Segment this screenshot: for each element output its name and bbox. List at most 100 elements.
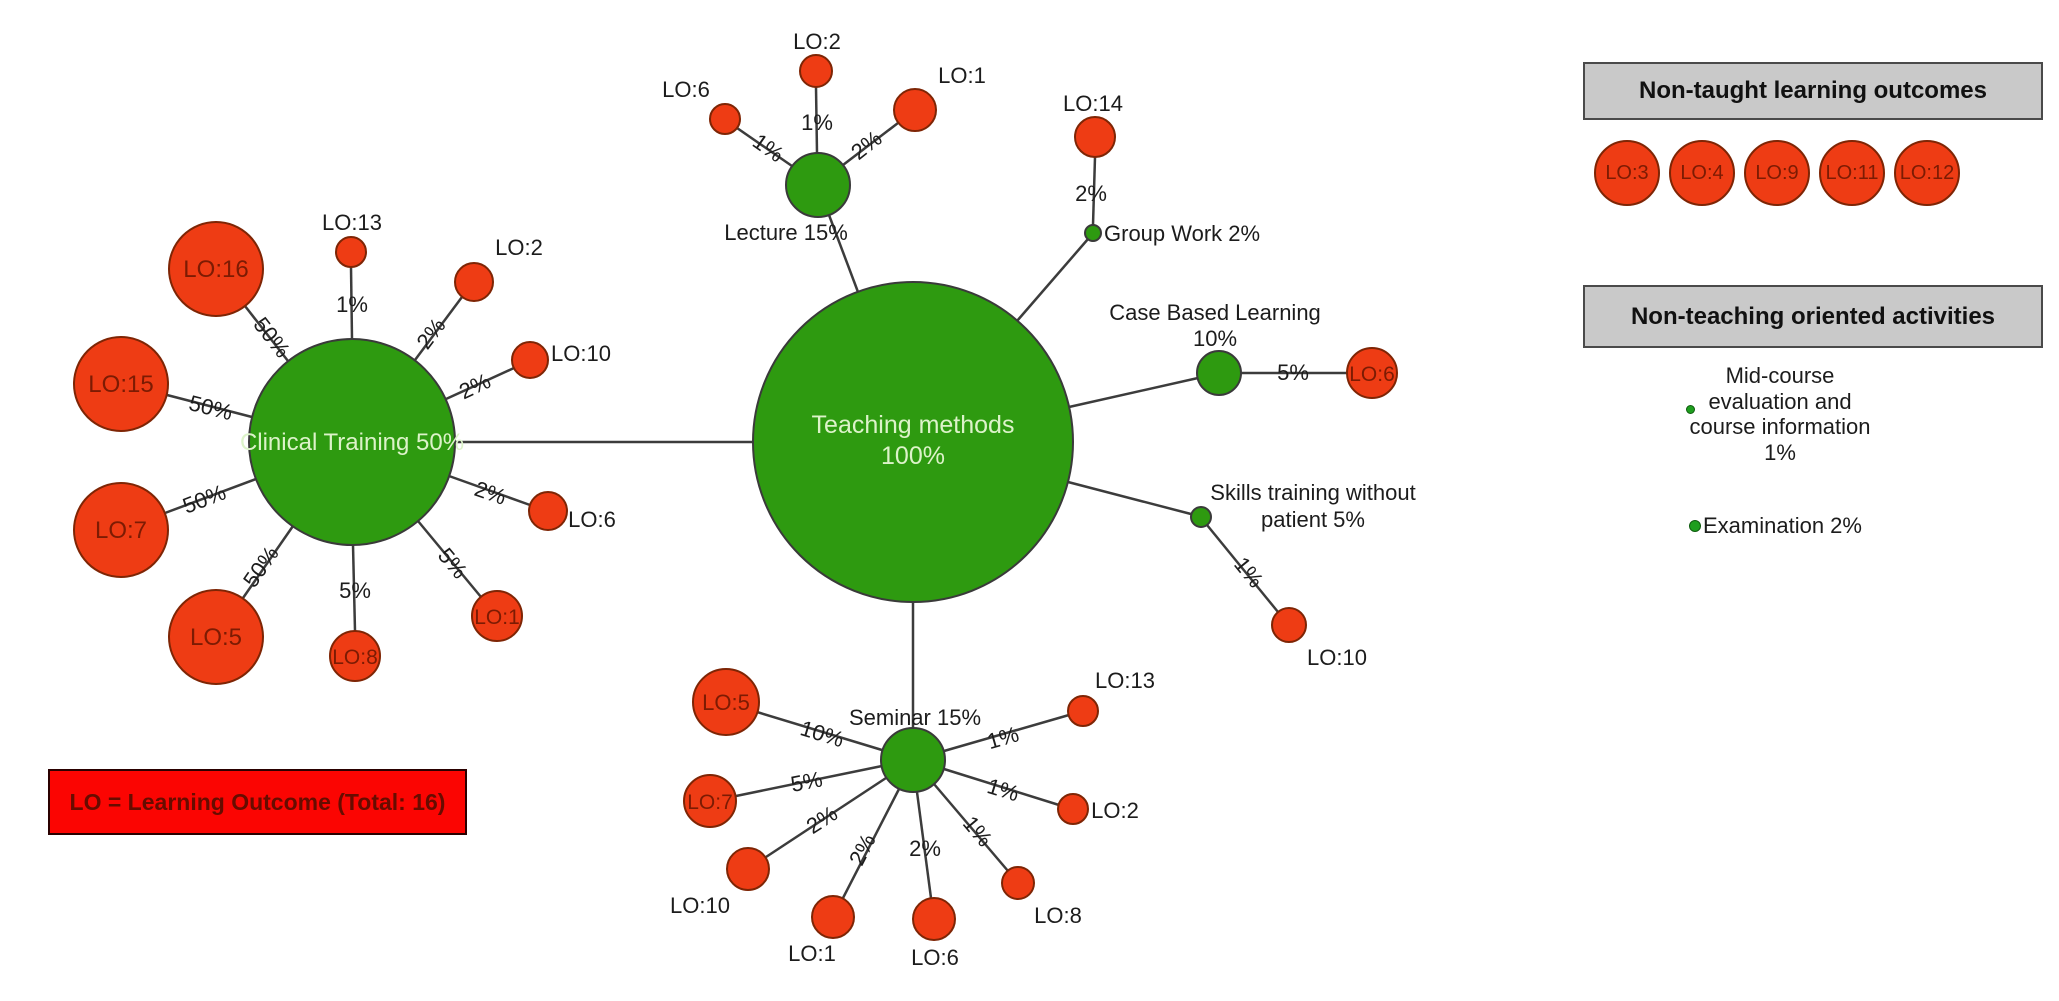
label-lo8-clinical: LO:8 <box>332 646 378 669</box>
edge <box>827 214 860 293</box>
label-group-work: Group Work 2% <box>1104 221 1260 246</box>
edge-label: 2% <box>1075 181 1107 206</box>
edge <box>1016 238 1089 322</box>
label-skills-training: patient 5% <box>1261 507 1365 532</box>
label-lo8-seminar: LO:8 <box>1034 903 1082 928</box>
edge <box>166 393 253 419</box>
edge <box>351 544 357 632</box>
node-lo6-seminar <box>912 897 956 941</box>
label-lo1-lecture: LO:1 <box>938 63 986 88</box>
edge <box>842 122 899 166</box>
edge <box>164 477 257 515</box>
node-lo10-clinical <box>511 341 549 379</box>
node-lo2-seminar <box>1057 793 1089 825</box>
edge <box>814 86 819 154</box>
label-skills-training: Skills training without <box>1210 480 1415 505</box>
edge-label: 1% <box>801 110 833 135</box>
label-lo13-seminar: LO:13 <box>1095 668 1155 693</box>
examination-dot-icon <box>1689 520 1701 532</box>
edge <box>413 296 464 361</box>
label-lo5-seminar: LO:5 <box>702 690 750 715</box>
label-lo14-groupwork: LO:14 <box>1063 91 1123 116</box>
node-lo5-seminar <box>692 668 760 736</box>
node-lo2-lecture <box>799 54 833 88</box>
edge-label: 1% <box>984 721 1021 754</box>
label-case-based-learning: 10% <box>1193 326 1237 351</box>
edge <box>1067 480 1192 516</box>
node-lo16-clinical <box>168 221 264 317</box>
edge-label: 2% <box>471 476 509 510</box>
label-lo15-clinical: LO:15 <box>88 371 153 398</box>
edge-label: 5% <box>433 543 473 583</box>
label-lo1-seminar: LO:1 <box>788 941 836 966</box>
non-taught-lo-row: LO:3 LO:4 LO:9 LO:11 LO:12 <box>1594 140 1960 206</box>
edge <box>448 474 531 507</box>
node-lo7-seminar <box>683 774 737 828</box>
label-lo6-cbl: LO:6 <box>1349 363 1395 386</box>
node-teaching-methods <box>752 281 1074 603</box>
non-taught-lo-circle: LO:11 <box>1819 140 1885 206</box>
node-lo7-clinical <box>73 482 169 578</box>
node-lecture <box>785 152 851 218</box>
label-lecture: Lecture 15% <box>724 220 848 245</box>
edge-label: 5% <box>1277 360 1309 385</box>
node-lo8-seminar <box>1001 866 1035 900</box>
edge <box>417 520 482 598</box>
label-lo10-skills: LO:10 <box>1307 645 1367 670</box>
node-lo15-clinical <box>73 336 169 432</box>
edge-label: 1% <box>336 292 368 317</box>
label-teaching-methods: Teaching methods <box>812 411 1015 439</box>
edge-label: 50% <box>179 479 229 518</box>
label-lo6-clinical: LO:6 <box>568 507 616 532</box>
node-skills-training <box>1190 506 1212 528</box>
node-lo10-skills <box>1271 607 1307 643</box>
edge-label: 1% <box>984 773 1022 806</box>
label-lo10-clinical: LO:10 <box>551 341 611 366</box>
edge <box>1206 524 1279 613</box>
label-seminar: Seminar 15% <box>849 705 981 730</box>
label-clinical-training: Clinical Training 50% <box>240 429 464 456</box>
node-lo6-clinical <box>528 491 568 531</box>
node-lo2-clinical <box>454 262 494 302</box>
node-group-work <box>1084 224 1102 242</box>
edge-label: 1% <box>958 811 998 851</box>
non-taught-lo-circle: LO:4 <box>1669 140 1735 206</box>
edge <box>241 525 295 599</box>
node-seminar <box>880 727 946 793</box>
node-lo1-lecture <box>893 88 937 132</box>
node-lo1-seminar <box>811 895 855 939</box>
non-taught-header: Non-taught learning outcomes <box>1583 62 2043 120</box>
label-lo7-seminar: LO:7 <box>687 791 733 814</box>
edge <box>349 266 354 340</box>
label-lo13-clinical: LO:13 <box>322 210 382 235</box>
label-case-based-learning: Case Based Learning <box>1109 300 1321 325</box>
midcourse-label: Mid-course evaluation and course informa… <box>1689 363 1871 465</box>
label-lo1-clinical: LO:1 <box>474 606 520 629</box>
node-lo1-clinical <box>471 590 523 642</box>
label-lo2-lecture: LO:2 <box>793 29 841 54</box>
edge <box>735 764 883 798</box>
node-lo6-cbl <box>1346 347 1398 399</box>
edge-label: 5% <box>789 766 825 797</box>
label-lo6-lecture: LO:6 <box>662 77 710 102</box>
node-case-based-learning <box>1196 350 1242 396</box>
edge-label: 10% <box>797 715 846 752</box>
non-teaching-header: Non-teaching oriented activities <box>1583 285 2043 348</box>
label-teaching-methods: 100% <box>881 442 945 470</box>
edge <box>841 788 901 899</box>
midcourse-dot-icon <box>1686 405 1695 414</box>
edge-label: 2% <box>455 368 494 404</box>
edge-label: 50% <box>186 390 235 425</box>
edge-label: 5% <box>339 578 371 603</box>
edge <box>933 783 1009 872</box>
edge-label: 2% <box>909 836 941 861</box>
non-taught-lo-circle: LO:12 <box>1894 140 1960 206</box>
node-lo14-groupwork <box>1074 116 1116 158</box>
node-lo8-clinical <box>329 630 381 682</box>
edge <box>943 767 1060 807</box>
edge-label: 1% <box>748 128 788 167</box>
edge <box>736 126 793 168</box>
node-lo13-clinical <box>335 236 367 268</box>
